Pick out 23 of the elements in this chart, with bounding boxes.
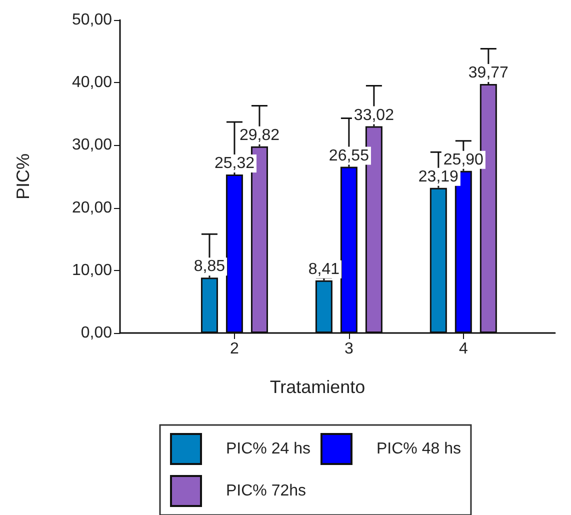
y-tick-label: 20,00 (72, 199, 112, 216)
data-label: 33,02 (354, 106, 394, 124)
y-tick-label: 10,00 (72, 262, 112, 279)
y-axis-title: PIC% (13, 153, 33, 200)
data-label: 29,82 (239, 126, 280, 144)
data-label: 26,55 (328, 147, 370, 164)
x-tick-label: 4 (458, 340, 468, 358)
x-tick-label: 3 (344, 340, 354, 358)
data-label: 25,90 (443, 151, 484, 168)
legend-label: PIC% 72hs (226, 482, 306, 500)
legend-label: PIC% 24 hs (226, 440, 310, 458)
data-label: 8,85 (194, 258, 226, 276)
y-tick-label: 50,00 (72, 12, 112, 28)
data-label: 39,77 (468, 64, 509, 82)
x-axis-title: Tratamiento (270, 377, 366, 397)
y-tick-label: 40,00 (72, 74, 112, 92)
data-label: 23,19 (418, 168, 459, 186)
x-tick-label: 2 (230, 340, 240, 358)
legend-label: PIC% 48 hs (376, 440, 461, 458)
data-label: 25,32 (214, 154, 255, 172)
data-label: 8,41 (308, 260, 340, 278)
y-tick-label: 30,00 (72, 136, 112, 154)
y-tick-label: 0,00 (80, 324, 112, 342)
